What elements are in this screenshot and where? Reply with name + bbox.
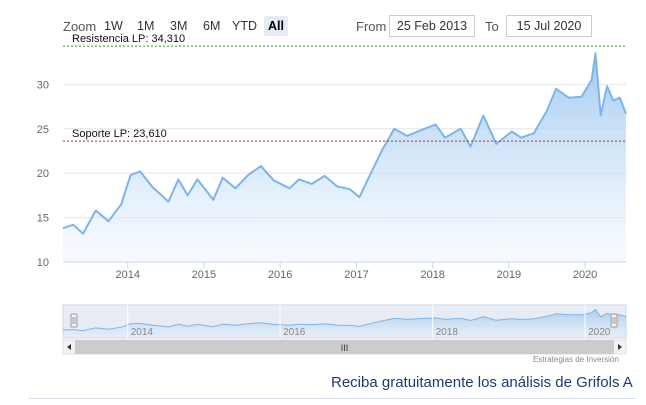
area-series <box>62 52 627 262</box>
to-date-input[interactable]: 15 Jul 2020 <box>506 15 592 37</box>
navigator-line <box>62 308 627 332</box>
y-tick-label: 15 <box>37 213 49 225</box>
range-button-1m[interactable]: 1M <box>137 19 155 33</box>
navigator-area <box>63 309 626 338</box>
y-tick-label: 20 <box>37 168 49 180</box>
zoom-label: Zoom <box>63 19 97 34</box>
footer-cta-text[interactable]: Reciba gratuitamente los análisis de Gri… <box>331 374 633 391</box>
navigator-label: 2016 <box>283 327 306 338</box>
range-button-ytd[interactable]: YTD <box>232 19 257 33</box>
scrollbar-grip: III <box>341 343 349 353</box>
navigator-label: 2020 <box>588 327 611 338</box>
from-label: From <box>356 19 387 34</box>
range-button-all[interactable]: All <box>264 16 288 36</box>
to-label: To <box>485 19 499 34</box>
range-button-6m[interactable]: 6M <box>203 19 221 33</box>
y-tick-label: 25 <box>37 124 49 136</box>
x-tick-label: 2019 <box>497 269 521 281</box>
y-tick-label: 10 <box>37 257 49 269</box>
range-button-1w[interactable]: 1W <box>104 19 123 33</box>
x-tick-label: 2015 <box>192 269 216 281</box>
x-tick-label: 2016 <box>268 269 292 281</box>
y-tick-label: 30 <box>37 79 49 91</box>
scroll-left-arrow-icon <box>67 344 71 350</box>
from-date-input[interactable]: 25 Feb 2013 <box>389 15 475 37</box>
range-button-3m[interactable]: 3M <box>170 19 188 33</box>
credits-text: Estrategias de Inversión <box>533 355 619 364</box>
x-tick-label: 2014 <box>115 269 139 281</box>
annotations: Resistencia LP: 34,310 Soporte LP: 23,610 <box>63 33 626 142</box>
series-line <box>62 52 627 235</box>
scroll-right-arrow-icon <box>618 344 622 350</box>
range-selector-toolbar: Zoom 1W 1M 3M 6M YTD All From 25 Feb 201… <box>0 14 646 38</box>
scrollbar-thumb <box>75 340 614 354</box>
navigator-label: 2014 <box>131 327 154 338</box>
footer-divider <box>28 398 636 399</box>
navigator[interactable]: 2014 2016 2018 2020 III <box>62 304 627 355</box>
navigator-handle-left <box>70 313 78 328</box>
resistance-label: Resistencia LP: 34,310 <box>72 33 185 45</box>
axes: 10 15 20 25 30 2014 2015 2016 2017 2018 2019 2020 <box>37 79 626 281</box>
support-label: Soporte LP: 23,610 <box>72 128 167 140</box>
x-tick-label: 2020 <box>573 269 597 281</box>
series-area-fill <box>63 53 626 262</box>
x-tick-label: 2017 <box>344 269 368 281</box>
navigator-handle-right <box>610 313 618 328</box>
navigator-label: 2018 <box>436 327 459 338</box>
x-tick-label: 2018 <box>420 269 444 281</box>
